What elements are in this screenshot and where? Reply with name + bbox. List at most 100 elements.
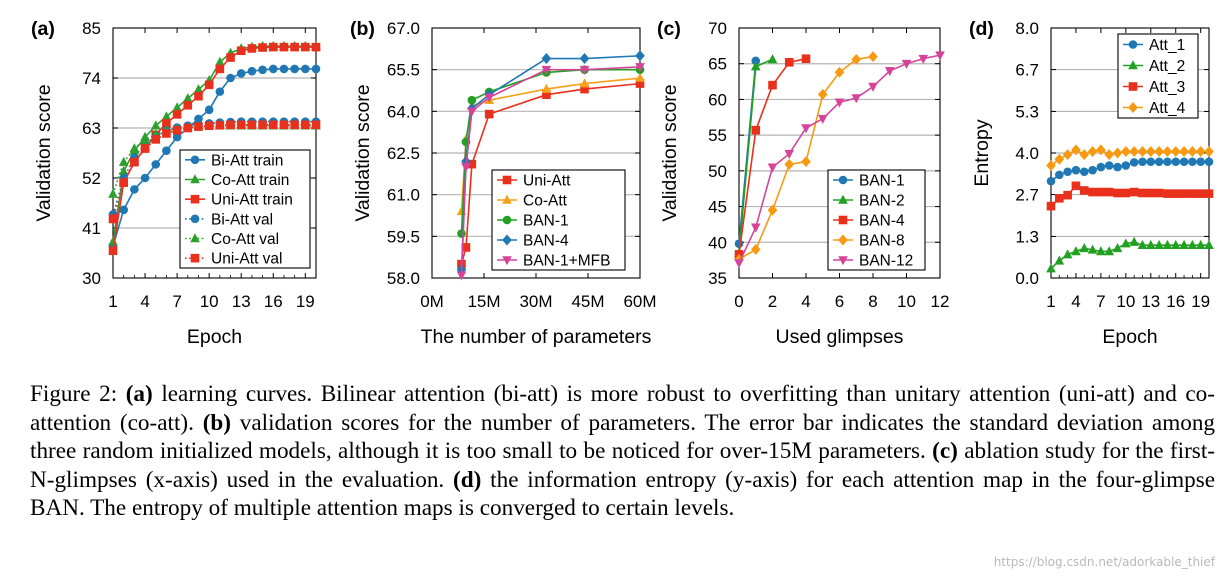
series-ban-12 [734, 51, 945, 269]
y-tick-label: 2.7 [1015, 186, 1039, 205]
data-point [1154, 157, 1164, 167]
data-point [1204, 189, 1214, 198]
data-point [801, 124, 811, 134]
data-point [1046, 201, 1056, 211]
data-point [834, 98, 845, 108]
data-point [1204, 145, 1214, 157]
legend-marker [502, 215, 512, 225]
y-axis-label: Validation score [33, 84, 55, 221]
data-point [290, 64, 299, 74]
data-point [851, 53, 862, 65]
data-point [268, 120, 278, 130]
data-point [172, 125, 182, 135]
data-point [817, 88, 828, 100]
data-point [1129, 158, 1139, 167]
legend-label: Uni-Att val [211, 251, 283, 268]
data-point [1195, 145, 1206, 157]
data-point [151, 135, 161, 144]
chart-a: 30 41 52 63 74 85 1 4 7 10 13 16 19 Epoch Validation s… [31, 18, 321, 348]
data-point [1055, 170, 1064, 180]
panel-label: (b) [350, 18, 375, 40]
legend-label: Co-Att train [211, 172, 289, 189]
data-point [1137, 145, 1148, 157]
data-point [1079, 186, 1089, 195]
watermark-text: https://blog.csdn.net/adorkable_thief [993, 555, 1215, 569]
data-point [1179, 189, 1189, 198]
data-point [140, 134, 150, 144]
panel-label: (a) [31, 18, 55, 40]
data-point [1187, 239, 1198, 249]
data-point [1079, 167, 1089, 177]
legend-marker [1128, 82, 1138, 91]
legend-marker [838, 175, 848, 185]
data-point [1129, 145, 1139, 157]
data-point [215, 87, 225, 96]
data-point [236, 120, 246, 130]
data-point [1079, 243, 1090, 253]
data-point [1179, 157, 1189, 167]
data-point [1063, 190, 1072, 200]
chart-b: 58.0 59.5 61.0 62.5 64.0 65.5 67.0 0M 15M 30M 45M 6… [350, 18, 657, 348]
legend-label: BAN-4 [523, 233, 569, 250]
y-tick-label: 1.3 [1015, 227, 1039, 246]
data-point [118, 156, 129, 166]
data-point [215, 120, 225, 130]
data-point [1088, 187, 1097, 197]
legend-marker [190, 174, 200, 184]
data-point [1079, 149, 1090, 161]
data-point [301, 42, 310, 52]
data-point [467, 107, 477, 117]
y-tick-label: 50 [708, 162, 727, 181]
data-point [236, 46, 246, 56]
data-point [247, 120, 257, 130]
legend-label: BAN-12 [859, 253, 913, 270]
data-point [1188, 157, 1197, 167]
x-tick-label: 4 [1071, 292, 1080, 311]
data-point [226, 73, 235, 83]
x-tick-label: 4 [140, 292, 149, 311]
y-tick-label: 35 [708, 269, 727, 288]
data-point [1154, 145, 1164, 157]
data-point [290, 120, 299, 130]
data-point [784, 57, 794, 67]
data-point [301, 64, 310, 74]
x-axis-label: Epoch [187, 326, 242, 348]
caption-text-b: validation scores for the number of para… [30, 409, 1216, 465]
data-point [215, 56, 225, 66]
data-point [268, 64, 278, 74]
data-point [784, 158, 795, 170]
series-uni-att-val [108, 120, 321, 224]
data-point [1138, 157, 1147, 167]
y-tick-label: 40 [708, 233, 727, 252]
data-point [1171, 157, 1181, 167]
data-point [1170, 145, 1181, 157]
series-ban-8 [734, 51, 878, 265]
legend-label: BAN-8 [859, 233, 905, 250]
x-tick-label: 45M [571, 292, 604, 311]
data-point [1062, 149, 1073, 161]
data-point [868, 82, 878, 92]
data-point [1104, 246, 1115, 256]
data-point [1121, 188, 1131, 198]
x-tick-label: 1 [108, 292, 117, 311]
data-point [1046, 176, 1056, 186]
data-point [635, 72, 645, 82]
data-point [118, 165, 129, 175]
data-point [183, 123, 193, 133]
y-axis-label: Entropy [971, 119, 993, 186]
data-point [635, 79, 645, 88]
data-point [1179, 145, 1189, 157]
data-point [918, 54, 929, 65]
legend-label: Uni-Att train [211, 192, 293, 209]
y-tick-label: 74 [82, 69, 101, 88]
data-point [130, 185, 139, 194]
legend-label: Bi-Att train [211, 152, 283, 169]
data-point [247, 44, 257, 53]
legend-label: BAN-1 [859, 173, 905, 190]
data-point [1179, 239, 1189, 249]
legend-marker [502, 194, 512, 204]
data-point [1121, 145, 1131, 157]
data-point [311, 42, 321, 52]
data-point [150, 120, 161, 130]
x-tick-label: 7 [1096, 292, 1105, 311]
